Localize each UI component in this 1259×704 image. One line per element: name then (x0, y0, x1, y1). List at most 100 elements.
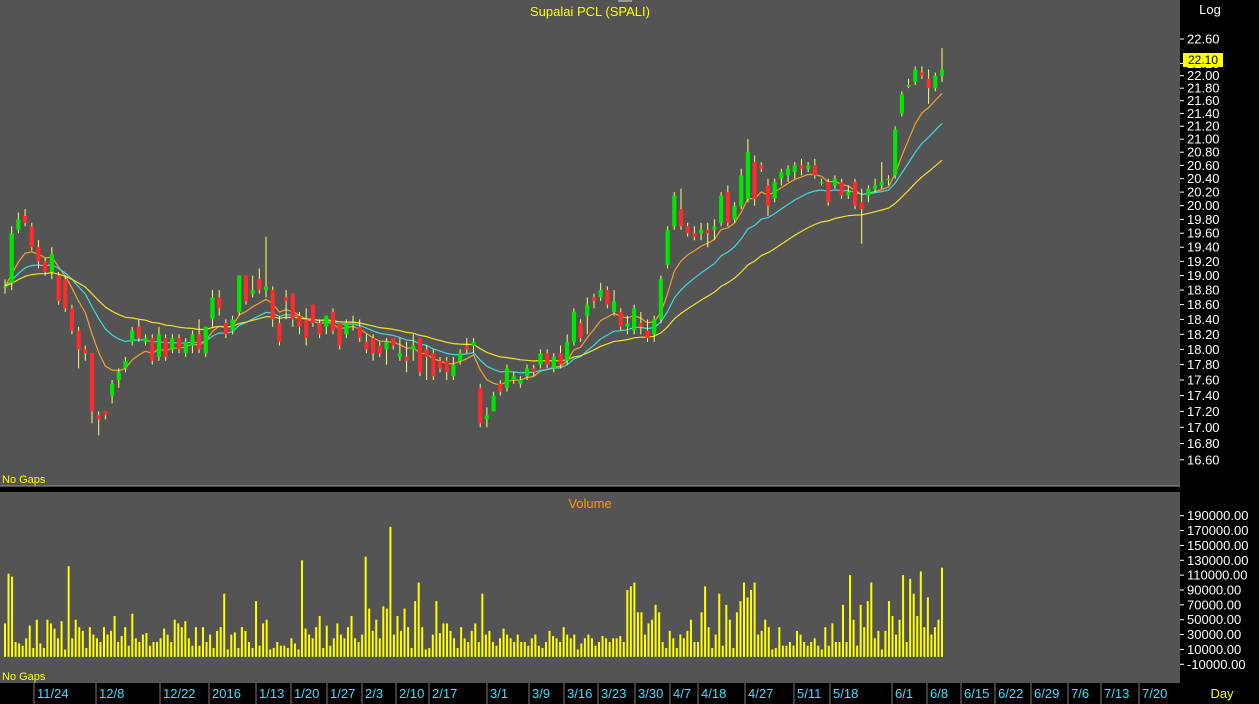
volume-bar (184, 621, 187, 657)
volume-bar (583, 638, 586, 657)
x-tick-label: 3/9 (532, 686, 550, 701)
panel-resize-handle[interactable] (618, 0, 632, 2)
volume-axis-panel[interactable] (1180, 492, 1259, 683)
volume-bar (474, 623, 477, 657)
date-axis-panel[interactable] (0, 683, 1259, 704)
volume-bar (880, 649, 883, 657)
x-tick-label: 3/30 (638, 686, 663, 701)
volume-bar (887, 601, 890, 657)
candle-body (330, 311, 336, 331)
x-axis-unit-label[interactable]: Day (1210, 686, 1234, 701)
volume-panel[interactable] (0, 492, 1180, 683)
volume-bar (202, 627, 205, 657)
volume-bar (679, 634, 682, 657)
x-tick-label: 4/27 (748, 686, 773, 701)
volume-bar (491, 642, 494, 657)
candle-body (538, 353, 543, 365)
candle-body (531, 368, 536, 373)
y-tick-label: 21.40 (1187, 106, 1220, 121)
volume-bar (484, 634, 487, 657)
candle-body (397, 353, 402, 357)
candle-body (839, 182, 844, 196)
volume-bar (824, 627, 827, 657)
volume-bar (534, 634, 537, 657)
candle-body (685, 226, 690, 234)
volume-bar (134, 638, 137, 657)
volume-bar (396, 616, 399, 657)
volume-bar (895, 634, 898, 657)
y-tick-label: 20.20 (1187, 185, 1220, 200)
y-tick-label: 20.60 (1187, 158, 1220, 173)
volume-bar (506, 634, 509, 657)
volume-bar (308, 634, 311, 657)
volume-bar (177, 623, 180, 657)
candle-body (565, 341, 570, 361)
volume-bar (905, 642, 908, 657)
volume-bar (686, 630, 689, 657)
volume-bar (209, 634, 212, 657)
price-axis-panel[interactable] (1180, 0, 1259, 486)
volume-bar (601, 636, 604, 657)
volume-bar (919, 571, 922, 657)
volume-axis-ticks: 190000.00170000.00150000.00130000.001100… (1180, 508, 1248, 672)
candle-body (431, 353, 436, 377)
candle-body (337, 323, 342, 346)
volume-bar (438, 633, 441, 657)
volume-bar (750, 590, 753, 657)
volume-bar (665, 647, 668, 657)
volume-bar (18, 643, 21, 657)
candle-body (9, 233, 14, 283)
volume-bar (827, 645, 830, 657)
candle-body (250, 290, 255, 294)
volume-bar (778, 627, 781, 657)
volume-bar (350, 616, 353, 657)
candle-body (511, 376, 516, 380)
y-tick-label: 21.20 (1187, 119, 1220, 134)
volume-bar (251, 647, 254, 657)
volume-bar (622, 642, 625, 657)
candle-body (43, 261, 48, 273)
volume-bar (672, 638, 675, 657)
candle-body (745, 152, 750, 199)
candle-body (29, 226, 34, 248)
volume-bar (587, 634, 590, 657)
volume-bar (721, 645, 724, 657)
volume-bar (449, 630, 452, 657)
volume-bar (509, 638, 512, 657)
candle-body (130, 330, 135, 342)
candle-body (123, 360, 128, 369)
candle-body (779, 172, 784, 179)
volume-bar (594, 645, 597, 657)
y-tick-label: 16.80 (1187, 436, 1220, 451)
price-panel[interactable] (0, 0, 1180, 486)
volume-bar (767, 627, 770, 657)
volume-bar (453, 638, 456, 657)
volume-bar (148, 645, 151, 657)
volume-bar (233, 632, 236, 657)
volume-bar (541, 647, 544, 657)
volume-bar (502, 628, 505, 657)
volume-bar (629, 586, 632, 657)
candle-body (859, 202, 864, 210)
volume-bar (32, 647, 35, 657)
volume-bar (357, 642, 360, 657)
candle-body (277, 323, 282, 342)
candle-body (391, 338, 396, 346)
y-tick-label: 19.80 (1187, 212, 1220, 227)
candle-body (732, 205, 737, 220)
y-tick-label: 21.80 (1187, 81, 1220, 96)
y-tick-label: 20.40 (1187, 171, 1220, 186)
volume-bar (527, 645, 530, 657)
volume-bar (689, 619, 692, 657)
volume-bar (152, 642, 155, 657)
scale-mode-label[interactable]: Log (1199, 2, 1221, 17)
volume-bar (81, 630, 84, 657)
volume-bar (933, 627, 936, 657)
candle-body (471, 341, 476, 346)
volume-bar (166, 634, 169, 657)
candle-body (618, 311, 623, 327)
volume-bar (21, 645, 24, 657)
volume-bar (368, 608, 371, 657)
volume-bar (488, 630, 491, 657)
volume-bar (803, 642, 806, 657)
